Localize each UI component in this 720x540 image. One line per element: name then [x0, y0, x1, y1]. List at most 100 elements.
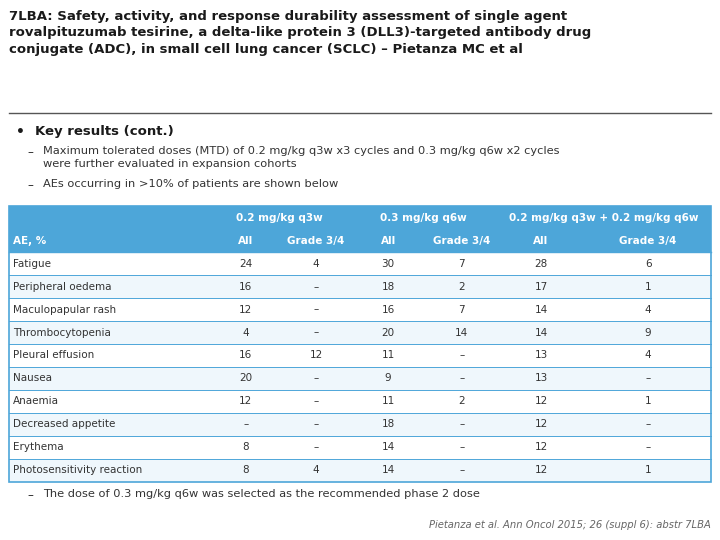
- Bar: [9, 275, 711, 298]
- Text: –: –: [459, 442, 464, 453]
- Text: All: All: [534, 235, 549, 246]
- Text: –: –: [27, 489, 33, 502]
- Text: 1: 1: [645, 396, 652, 407]
- Text: 2: 2: [459, 281, 465, 292]
- Text: 9: 9: [645, 327, 652, 338]
- Text: 17: 17: [534, 281, 548, 292]
- Bar: [9, 459, 711, 482]
- Text: 7LBA: Safety, activity, and response durability assessment of single agent
roval: 7LBA: Safety, activity, and response dur…: [9, 10, 591, 56]
- Text: –: –: [313, 419, 319, 429]
- Text: 12: 12: [534, 442, 548, 453]
- Text: Erythema: Erythema: [13, 442, 63, 453]
- Text: 16: 16: [239, 281, 253, 292]
- Text: 12: 12: [534, 419, 548, 429]
- Text: Decreased appetite: Decreased appetite: [13, 419, 115, 429]
- Text: All: All: [238, 235, 253, 246]
- Text: 4: 4: [645, 305, 652, 315]
- Text: 14: 14: [382, 442, 395, 453]
- Text: Peripheral oedema: Peripheral oedema: [13, 281, 112, 292]
- Text: –: –: [646, 419, 651, 429]
- Text: •: •: [16, 125, 24, 139]
- Text: 2: 2: [459, 396, 465, 407]
- Text: 13: 13: [534, 350, 548, 361]
- Text: –: –: [459, 350, 464, 361]
- Text: 11: 11: [382, 396, 395, 407]
- Text: Fatigue: Fatigue: [13, 259, 51, 269]
- Text: –: –: [27, 179, 33, 192]
- Text: 30: 30: [382, 259, 395, 269]
- Text: The dose of 0.3 mg/kg q6w was selected as the recommended phase 2 dose: The dose of 0.3 mg/kg q6w was selected a…: [43, 489, 480, 499]
- Bar: [9, 436, 711, 459]
- Text: AEs occurring in >10% of patients are shown below: AEs occurring in >10% of patients are sh…: [43, 179, 338, 190]
- Text: Pietanza et al. Ann Oncol 2015; 26 (suppl 6): abstr 7LBA: Pietanza et al. Ann Oncol 2015; 26 (supp…: [430, 520, 711, 530]
- Text: 18: 18: [382, 281, 395, 292]
- Text: 28: 28: [534, 259, 548, 269]
- Text: 14: 14: [534, 327, 548, 338]
- Text: 12: 12: [534, 465, 548, 475]
- Text: –: –: [646, 373, 651, 383]
- Text: 16: 16: [239, 350, 253, 361]
- Text: 16: 16: [382, 305, 395, 315]
- Text: –: –: [459, 419, 464, 429]
- Text: Photosensitivity reaction: Photosensitivity reaction: [13, 465, 143, 475]
- Text: –: –: [313, 281, 319, 292]
- Text: 1: 1: [645, 465, 652, 475]
- Text: Anaemia: Anaemia: [13, 396, 59, 407]
- Text: 0.3 mg/kg q6w: 0.3 mg/kg q6w: [380, 213, 467, 223]
- Text: 14: 14: [455, 327, 469, 338]
- Text: All: All: [380, 235, 396, 246]
- Text: 9: 9: [384, 373, 392, 383]
- Text: 8: 8: [243, 442, 249, 453]
- Text: 7: 7: [459, 259, 465, 269]
- Text: 4: 4: [312, 259, 320, 269]
- Bar: [9, 367, 711, 390]
- Text: –: –: [313, 373, 319, 383]
- Text: –: –: [459, 465, 464, 475]
- Text: Thrombocytopenia: Thrombocytopenia: [13, 327, 111, 338]
- Text: –: –: [313, 396, 319, 407]
- Text: 0.2 mg/kg q3w: 0.2 mg/kg q3w: [236, 213, 323, 223]
- Text: 4: 4: [312, 465, 320, 475]
- Text: 20: 20: [239, 373, 253, 383]
- Text: –: –: [313, 442, 319, 453]
- Text: Key results (cont.): Key results (cont.): [35, 125, 174, 138]
- Text: 18: 18: [382, 419, 395, 429]
- Text: Maculopapular rash: Maculopapular rash: [13, 305, 116, 315]
- Text: Grade 3/4: Grade 3/4: [433, 235, 490, 246]
- Text: –: –: [243, 419, 248, 429]
- Text: 14: 14: [382, 465, 395, 475]
- Text: 12: 12: [239, 305, 253, 315]
- Text: 8: 8: [243, 465, 249, 475]
- Text: 24: 24: [239, 259, 253, 269]
- Bar: [9, 344, 711, 367]
- Text: –: –: [646, 442, 651, 453]
- Text: Nausea: Nausea: [13, 373, 52, 383]
- Bar: [9, 390, 711, 413]
- Text: 6: 6: [645, 259, 652, 269]
- Text: Pleural effusion: Pleural effusion: [13, 350, 94, 361]
- Text: 4: 4: [243, 327, 249, 338]
- Text: –: –: [313, 305, 319, 315]
- Text: Grade 3/4: Grade 3/4: [287, 235, 345, 246]
- Text: 7: 7: [459, 305, 465, 315]
- Bar: [9, 252, 711, 275]
- Text: 1: 1: [645, 281, 652, 292]
- Text: 14: 14: [534, 305, 548, 315]
- Text: 20: 20: [382, 327, 395, 338]
- Text: –: –: [27, 146, 33, 159]
- Bar: [9, 298, 711, 321]
- Text: 12: 12: [534, 396, 548, 407]
- Text: Grade 3/4: Grade 3/4: [619, 235, 677, 246]
- Text: AE, %: AE, %: [13, 235, 46, 246]
- Bar: [9, 206, 711, 482]
- Text: 0.2 mg/kg q3w + 0.2 mg/kg q6w: 0.2 mg/kg q3w + 0.2 mg/kg q6w: [510, 213, 699, 223]
- Text: 4: 4: [645, 350, 652, 361]
- Bar: [9, 321, 711, 344]
- Text: –: –: [459, 373, 464, 383]
- Text: 12: 12: [310, 350, 323, 361]
- Text: 11: 11: [382, 350, 395, 361]
- Bar: [9, 413, 711, 436]
- Text: Maximum tolerated doses (MTD) of 0.2 mg/kg q3w x3 cycles and 0.3 mg/kg q6w x2 cy: Maximum tolerated doses (MTD) of 0.2 mg/…: [43, 146, 559, 168]
- Text: 12: 12: [239, 396, 253, 407]
- Bar: [9, 206, 711, 252]
